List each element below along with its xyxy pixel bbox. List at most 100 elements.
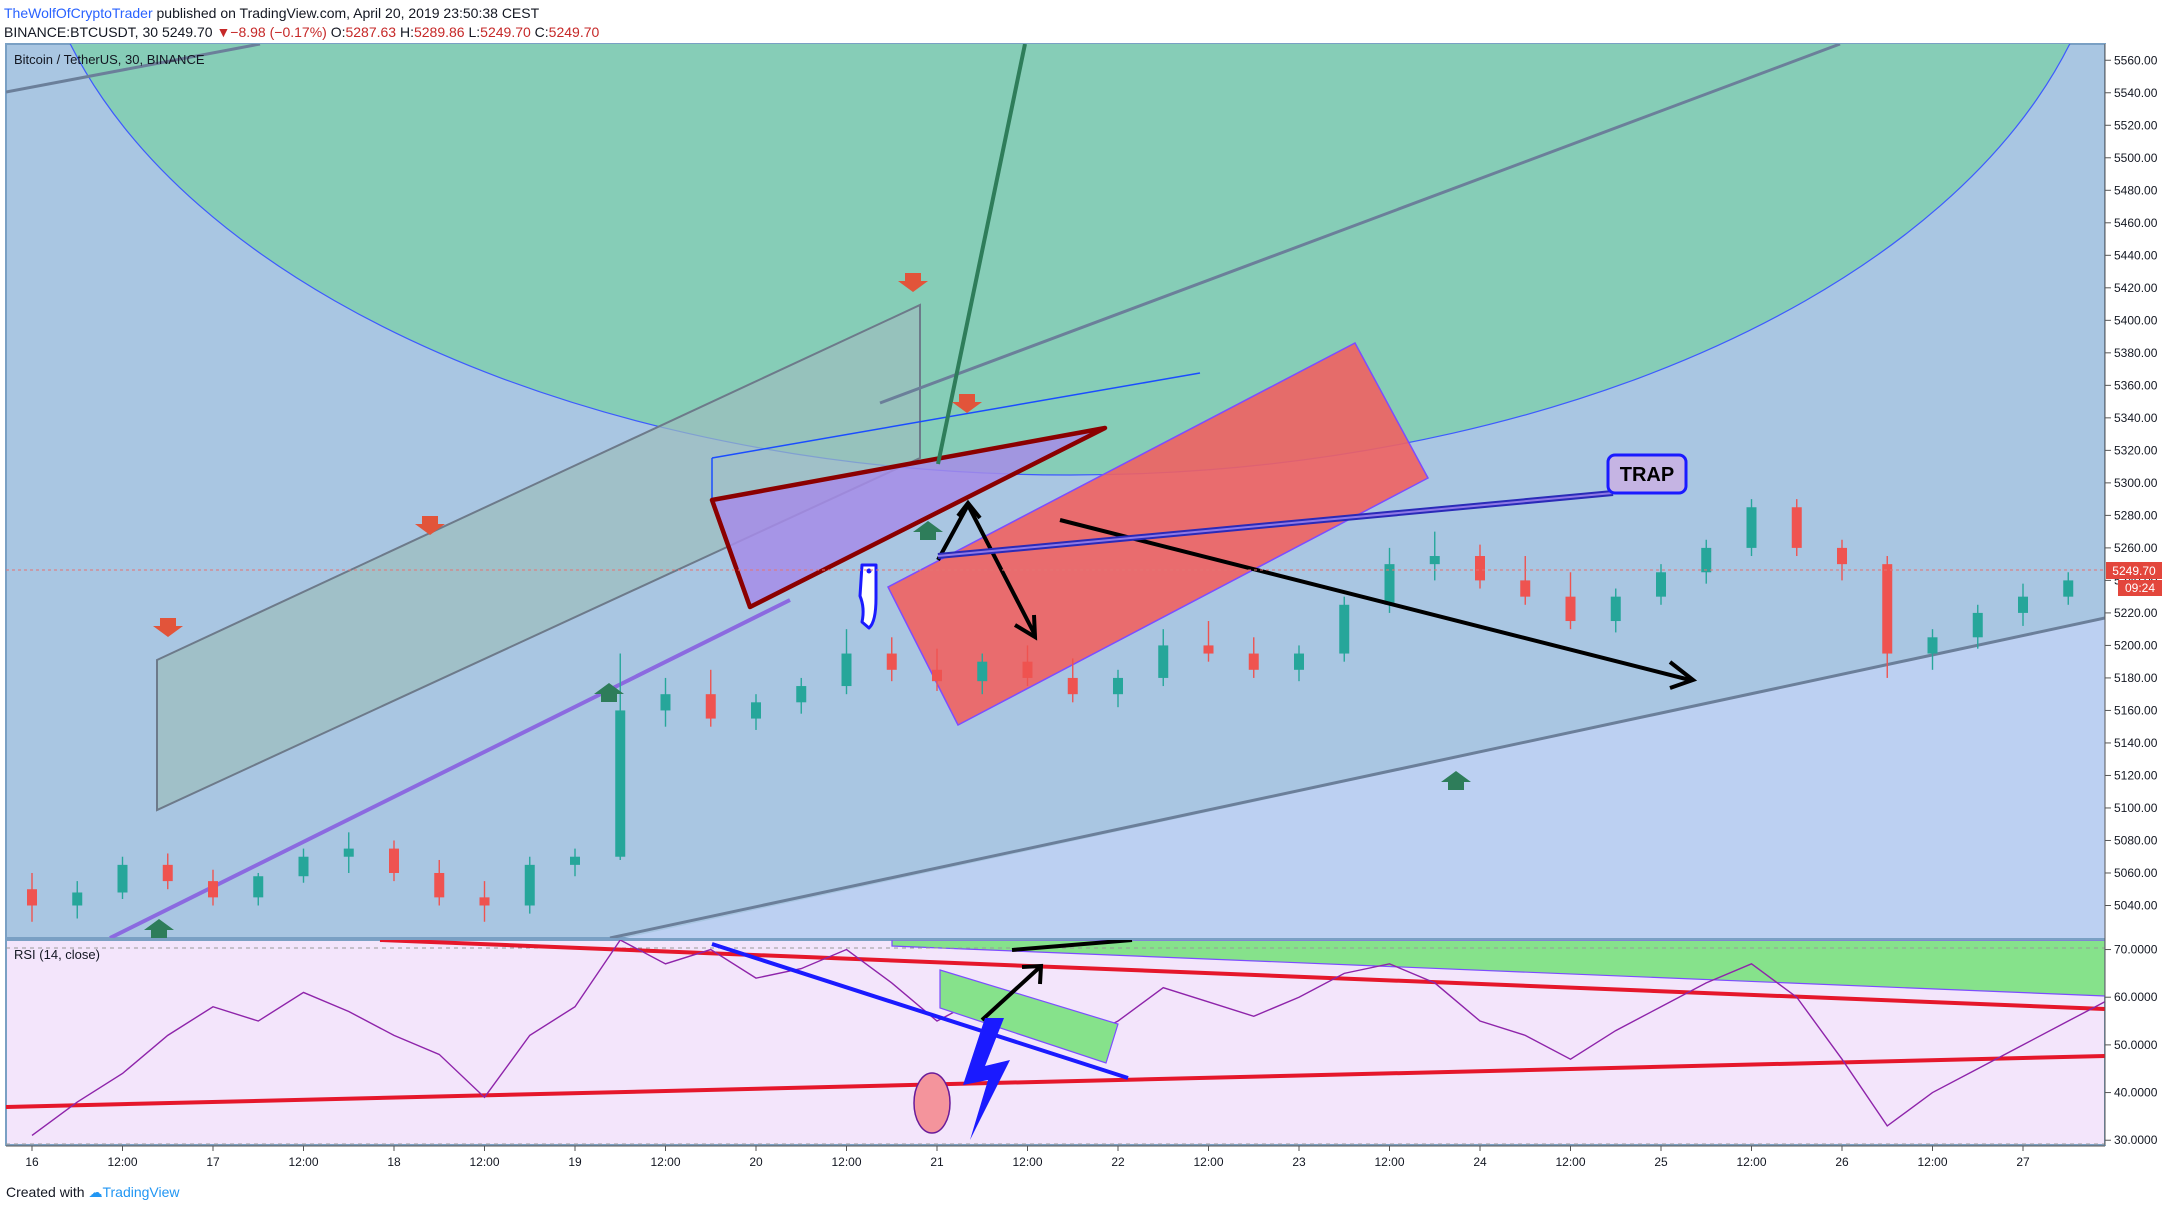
price-tick-label: 5540.00	[2114, 86, 2158, 100]
candle	[72, 881, 83, 919]
sell-arrow-icon	[153, 618, 183, 637]
rsi-pane[interactable]: RSI (14, close)	[5, 939, 2166, 1146]
price-tick-label: 5160.00	[2114, 703, 2158, 717]
long-down-projection	[1059, 518, 1691, 682]
candle	[479, 881, 490, 922]
rsi-tick-label: 60.0000	[2114, 990, 2158, 1004]
created-with-text: Created with	[6, 1184, 85, 1200]
candle	[886, 637, 897, 682]
candle	[208, 869, 218, 906]
sell-arrow-icon	[952, 394, 982, 413]
time-tick-label: 27	[2016, 1155, 2030, 1169]
price-tick-label: 5520.00	[2114, 118, 2158, 132]
price-tick-label: 5220.00	[2114, 606, 2158, 620]
price-tick-label: 5380.00	[2114, 346, 2158, 360]
price-tick-label: 5360.00	[2114, 378, 2158, 392]
price-tick-label: 5280.00	[2114, 508, 2158, 522]
time-tick-label: 19	[568, 1155, 582, 1169]
time-tick-label: 21	[930, 1155, 944, 1169]
upper-trend-line	[879, 44, 1841, 405]
time-tick-label: 12:00	[831, 1155, 861, 1169]
time-axis[interactable]: 16 12:00 17 12:00 18 12:00 19 12:00 20 12:00 21 12:…	[6, 1145, 2105, 1174]
candle	[389, 840, 399, 882]
high-label: H:	[399, 24, 414, 40]
trap-label-text: TRAP	[1620, 464, 1674, 486]
rsi-line	[31, 940, 2105, 1137]
candle	[1248, 637, 1259, 678]
candle	[1429, 531, 1440, 581]
time-tick-label: 12:00	[1012, 1155, 1042, 1169]
price-tick-label: 5100.00	[2114, 801, 2158, 815]
time-tick-label: 12:00	[1555, 1155, 1585, 1169]
main-pane[interactable]: TRAP Bitcoin / TetherUS, 30, BINANCE	[5, 0, 2166, 939]
zigzag-arrow-down	[1013, 614, 1038, 641]
low-value: 5249.70	[480, 24, 531, 40]
candle	[434, 859, 445, 906]
candle	[298, 848, 309, 883]
rsi-tick-label: 50.0000	[2114, 1038, 2158, 1052]
candle	[1158, 629, 1169, 687]
candle	[1520, 556, 1531, 605]
candle	[1656, 564, 1666, 605]
price-tick-label: 5420.00	[2114, 281, 2158, 295]
rsi-tick-label: 40.0000	[2114, 1086, 2158, 1100]
candle	[1067, 658, 1078, 703]
rsi-green-box	[939, 969, 1119, 1064]
candle	[932, 648, 942, 691]
buy-arrow-icon	[913, 521, 943, 540]
price-axis[interactable]: 5560.00 5540.00 5520.00 5500.00 5480.00 5460.…	[2104, 44, 2166, 1147]
candle	[1294, 645, 1304, 682]
price-tick-label: 5400.00	[2114, 313, 2158, 327]
trap-label: TRAP	[1606, 453, 1688, 495]
time-tick-label: 22	[1111, 1155, 1125, 1169]
time-tick-label: 12:00	[1374, 1155, 1404, 1169]
price-tick-label: 5120.00	[2114, 768, 2158, 782]
time-tick-label: 20	[749, 1155, 763, 1169]
rsi-black-top-line	[1011, 940, 1133, 952]
candle	[1203, 621, 1214, 662]
chart-area[interactable]: TRAP Bitcoin / TetherUS, 30, BINANCE	[0, 0, 2166, 1180]
sell-signal-arrows	[153, 273, 982, 637]
sell-arrow-icon	[415, 516, 445, 535]
last-price-badge	[2106, 562, 2162, 579]
trap-label-box	[1606, 453, 1688, 495]
main-legend-title: Bitcoin / TetherUS, 30, BINANCE	[14, 52, 205, 67]
price-tick-label: 5260.00	[2114, 541, 2158, 555]
rsi-legend-title: RSI (14, close)	[14, 947, 100, 962]
lower-trend-line	[609, 616, 2105, 938]
rsi-pink-oval	[913, 1072, 951, 1134]
price-tick-label: 5080.00	[2114, 833, 2158, 847]
rsi-black-arrow	[980, 965, 1042, 1022]
time-tick-label: 24	[1473, 1155, 1487, 1169]
rsi-lower-red-trend	[6, 1054, 2105, 1109]
time-tick-label: 12:00	[1736, 1155, 1766, 1169]
time-tick-label: 16	[25, 1155, 39, 1169]
last-price-badge-text: 5249.70	[2112, 564, 2156, 578]
rsi-value-ticks: 70.0000 60.0000 50.0000 40.0000 30.0000	[2105, 943, 2158, 1147]
time-tick-label: 23	[1292, 1155, 1306, 1169]
candle	[705, 669, 716, 727]
candle	[1610, 588, 1621, 633]
candle	[1746, 499, 1757, 557]
candle	[751, 694, 761, 730]
price-tick-label: 5480.00	[2114, 183, 2158, 197]
candle	[1927, 629, 1938, 670]
countdown-badge	[2118, 580, 2162, 596]
countdown-badge-text: 09:24	[2125, 581, 2155, 595]
candle	[1791, 499, 1802, 557]
tradingview-brand[interactable]: TradingView	[102, 1184, 180, 1200]
author-link[interactable]: TheWolfOfCryptoTrader	[4, 5, 153, 21]
time-tick-label: 26	[1835, 1155, 1849, 1169]
candle	[660, 677, 671, 727]
price-tick-label: 5500.00	[2114, 151, 2158, 165]
rsi-tick-label: 30.0000	[2114, 1133, 2158, 1147]
ohlc-line: BINANCE:BTCUSDT, 30 5249.70 ▼−8.98 (−0.1…	[4, 23, 599, 41]
candle	[1882, 556, 1893, 678]
low-label: L:	[468, 24, 481, 40]
time-tick-label: 12:00	[650, 1155, 680, 1169]
zigzag-arrow-up	[956, 499, 982, 520]
price-tick-label: 5460.00	[2114, 216, 2158, 230]
publish-line: TheWolfOfCryptoTrader published on Tradi…	[4, 4, 539, 22]
time-axis-background	[6, 1146, 2105, 1174]
time-tick-label: 12:00	[1193, 1155, 1223, 1169]
